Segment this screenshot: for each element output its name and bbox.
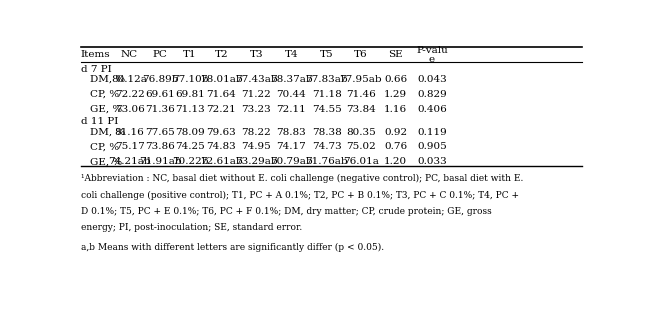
Text: CP, %: CP, % bbox=[90, 142, 119, 151]
Text: 0.119: 0.119 bbox=[417, 127, 446, 136]
Text: 74.95: 74.95 bbox=[241, 142, 271, 151]
Text: 1.16: 1.16 bbox=[384, 105, 408, 114]
Text: 72.21: 72.21 bbox=[206, 105, 236, 114]
Text: d 7 PI: d 7 PI bbox=[81, 65, 112, 74]
Text: 74.21ab: 74.21ab bbox=[108, 157, 151, 167]
Text: 78.37ab: 78.37ab bbox=[270, 75, 313, 84]
Text: 70.44: 70.44 bbox=[277, 90, 306, 99]
Text: 70.22b: 70.22b bbox=[172, 157, 208, 167]
Text: 1.29: 1.29 bbox=[384, 90, 408, 99]
Text: D 0.1%; T5, PC + E 0.1%; T6, PC + F 0.1%; DM, dry matter; CP, crude protein; GE,: D 0.1%; T5, PC + E 0.1%; T6, PC + F 0.1%… bbox=[81, 207, 492, 216]
Text: 78.38: 78.38 bbox=[312, 127, 342, 136]
Text: 80.12a: 80.12a bbox=[111, 75, 148, 84]
Text: 0.406: 0.406 bbox=[417, 105, 446, 114]
Text: NC: NC bbox=[121, 50, 138, 59]
Text: 74.73: 74.73 bbox=[312, 142, 342, 151]
Text: 74.83: 74.83 bbox=[206, 142, 236, 151]
Text: 73.06: 73.06 bbox=[115, 105, 144, 114]
Text: 73.84: 73.84 bbox=[345, 105, 375, 114]
Text: 71.36: 71.36 bbox=[145, 105, 175, 114]
Text: 77.65: 77.65 bbox=[145, 127, 175, 136]
Text: T6: T6 bbox=[354, 50, 367, 59]
Text: 71.13: 71.13 bbox=[175, 105, 205, 114]
Text: 77.95ab: 77.95ab bbox=[340, 75, 382, 84]
Text: DM, %: DM, % bbox=[90, 75, 125, 84]
Text: T5: T5 bbox=[320, 50, 333, 59]
Text: 79.63: 79.63 bbox=[206, 127, 236, 136]
Text: P-valu: P-valu bbox=[416, 46, 448, 55]
Text: SE: SE bbox=[388, 50, 403, 59]
Text: 73.23: 73.23 bbox=[241, 105, 271, 114]
Text: GE, %: GE, % bbox=[90, 157, 122, 167]
Text: 71.91ab: 71.91ab bbox=[139, 157, 181, 167]
Text: 74.55: 74.55 bbox=[312, 105, 342, 114]
Text: 0.033: 0.033 bbox=[417, 157, 446, 167]
Text: 78.01ab: 78.01ab bbox=[200, 75, 243, 84]
Text: 74.17: 74.17 bbox=[277, 142, 306, 151]
Text: 77.43ab: 77.43ab bbox=[235, 75, 278, 84]
Text: 0.829: 0.829 bbox=[417, 90, 446, 99]
Text: a,b Means with different letters are significantly differ (p < 0.05).: a,b Means with different letters are sig… bbox=[81, 243, 384, 252]
Text: ¹Abbreviation : NC, basal diet without E. coli challenge (negative control); PC,: ¹Abbreviation : NC, basal diet without E… bbox=[81, 174, 523, 183]
Text: 72.61ab: 72.61ab bbox=[200, 157, 243, 167]
Text: 0.043: 0.043 bbox=[417, 75, 446, 84]
Text: 72.11: 72.11 bbox=[277, 105, 306, 114]
Text: 71.46: 71.46 bbox=[345, 90, 375, 99]
Text: 72.22: 72.22 bbox=[115, 90, 144, 99]
Text: 71.76ab: 71.76ab bbox=[305, 157, 348, 167]
Text: 0.76: 0.76 bbox=[384, 142, 408, 151]
Text: 0.92: 0.92 bbox=[384, 127, 408, 136]
Text: 78.22: 78.22 bbox=[241, 127, 271, 136]
Text: Items: Items bbox=[81, 50, 111, 59]
Text: 78.09: 78.09 bbox=[175, 127, 205, 136]
Text: 71.18: 71.18 bbox=[312, 90, 342, 99]
Text: 77.83ab: 77.83ab bbox=[305, 75, 348, 84]
Text: DM, %: DM, % bbox=[90, 127, 125, 136]
Text: 76.89b: 76.89b bbox=[142, 75, 179, 84]
Text: energy; PI, post-inoculation; SE, standard error.: energy; PI, post-inoculation; SE, standa… bbox=[81, 223, 302, 232]
Text: 69.61: 69.61 bbox=[145, 90, 175, 99]
Text: T4: T4 bbox=[285, 50, 298, 59]
Text: e: e bbox=[429, 55, 435, 64]
Text: PC: PC bbox=[153, 50, 168, 59]
Text: 73.86: 73.86 bbox=[145, 142, 175, 151]
Text: 77.10b: 77.10b bbox=[172, 75, 208, 84]
Text: 71.64: 71.64 bbox=[206, 90, 236, 99]
Text: 69.81: 69.81 bbox=[175, 90, 205, 99]
Text: 75.02: 75.02 bbox=[345, 142, 375, 151]
Text: 74.25: 74.25 bbox=[175, 142, 205, 151]
Text: T1: T1 bbox=[183, 50, 197, 59]
Text: 73.29ab: 73.29ab bbox=[235, 157, 278, 167]
Text: T2: T2 bbox=[214, 50, 228, 59]
Text: 0.905: 0.905 bbox=[417, 142, 446, 151]
Text: 70.79ab: 70.79ab bbox=[270, 157, 313, 167]
Text: T3: T3 bbox=[250, 50, 263, 59]
Text: 76.01a: 76.01a bbox=[343, 157, 378, 167]
Text: CP, %: CP, % bbox=[90, 90, 119, 99]
Text: GE, %: GE, % bbox=[90, 105, 122, 114]
Text: d 11 PI: d 11 PI bbox=[81, 117, 118, 126]
Text: 80.35: 80.35 bbox=[345, 127, 375, 136]
Text: 71.22: 71.22 bbox=[241, 90, 271, 99]
Text: 81.16: 81.16 bbox=[115, 127, 144, 136]
Text: 0.66: 0.66 bbox=[384, 75, 408, 84]
Text: 1.20: 1.20 bbox=[384, 157, 408, 167]
Text: 75.17: 75.17 bbox=[115, 142, 144, 151]
Text: 78.83: 78.83 bbox=[277, 127, 306, 136]
Text: coli challenge (positive control); T1, PC + A 0.1%; T2, PC + B 0.1%; T3, PC + C : coli challenge (positive control); T1, P… bbox=[81, 191, 519, 200]
